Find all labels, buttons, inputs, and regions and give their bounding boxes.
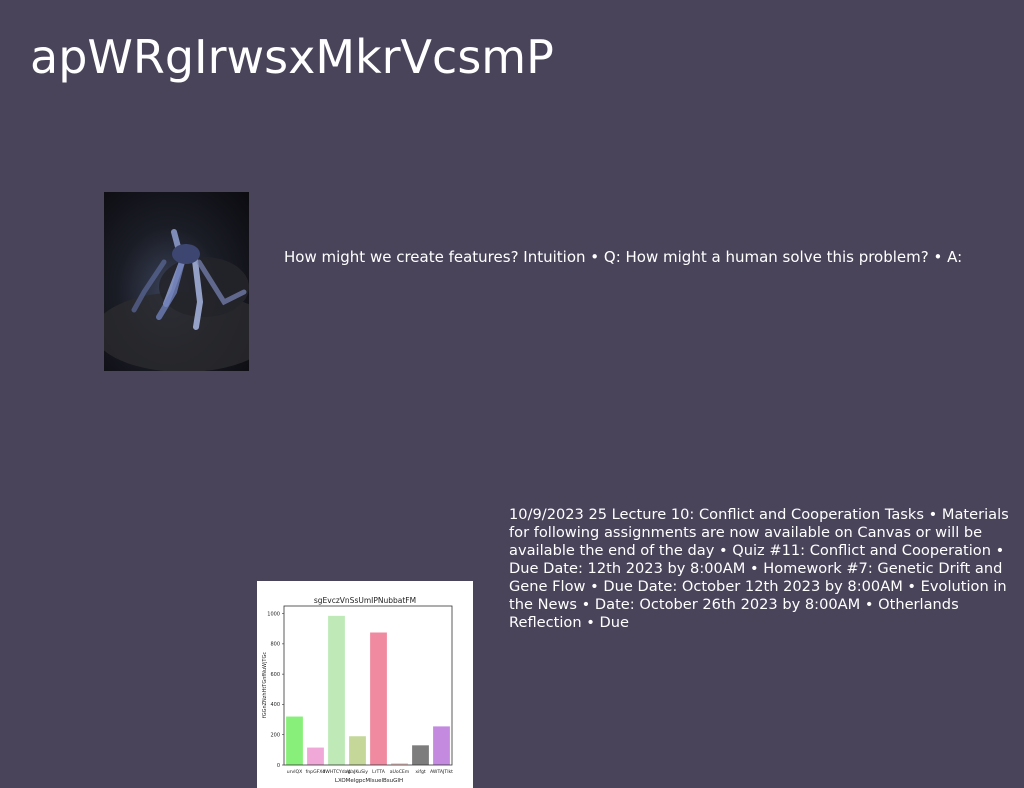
y-tick-label: 600 bbox=[270, 672, 280, 678]
chart-ylabel: fGGnZNzhHtTGnfNuWjTGc bbox=[262, 652, 268, 718]
x-tick-label: fnpGFXd bbox=[306, 769, 326, 775]
slide-text-intuition: How might we create features? Intuition … bbox=[284, 248, 963, 266]
slide-text-lecture-tasks: 10/9/2023 25 Lecture 10: Conflict and Co… bbox=[509, 506, 1009, 631]
bar-LrTTA bbox=[370, 632, 387, 765]
bar-WaJKuSiy bbox=[349, 736, 366, 765]
x-tick-label: urvlQX bbox=[287, 769, 303, 775]
spider-illustration bbox=[104, 229, 249, 371]
spider-photo bbox=[104, 192, 249, 371]
chart-title: sgEvczVnSsUmIPNubbatFM bbox=[314, 596, 416, 605]
bar-aUoCEm bbox=[391, 763, 408, 765]
plot-frame bbox=[283, 605, 453, 766]
x-tick-label: aUoCEm bbox=[390, 769, 410, 775]
chart-xlabel: LXOMelgpcMIsuelBsuGIH bbox=[335, 778, 403, 784]
y-tick-label: 400 bbox=[270, 702, 280, 708]
bar-IIWHTCYdag bbox=[328, 615, 345, 765]
x-tick-label: xifgt bbox=[415, 769, 426, 775]
y-tick-label: 200 bbox=[270, 733, 280, 739]
bar-fnpGFXd bbox=[307, 747, 324, 765]
bar-xifgt bbox=[412, 745, 429, 765]
y-tick-label: 1000 bbox=[267, 611, 280, 617]
bar-AWTAJTlkt bbox=[433, 726, 450, 765]
slide-title: apWRgIrwsxMkrVcsmP bbox=[30, 30, 554, 84]
y-tick-label: 800 bbox=[270, 642, 280, 648]
y-tick-label: 0 bbox=[277, 763, 280, 769]
x-tick-label: WaJKuSiy bbox=[347, 769, 368, 775]
bar-chart: sgEvczVnSsUmIPNubbatFM fGGnZNzhHtTGnfNuW… bbox=[257, 581, 473, 788]
bar-urvlQX bbox=[286, 716, 303, 765]
x-tick-label: AWTAJTlkt bbox=[430, 769, 453, 775]
x-tick-label: IIWHTCYdag bbox=[323, 769, 351, 775]
x-tick-label: LrTTA bbox=[372, 769, 386, 775]
bar-chart-svg: sgEvczVnSsUmIPNubbatFM fGGnZNzhHtTGnfNuW… bbox=[262, 596, 453, 784]
